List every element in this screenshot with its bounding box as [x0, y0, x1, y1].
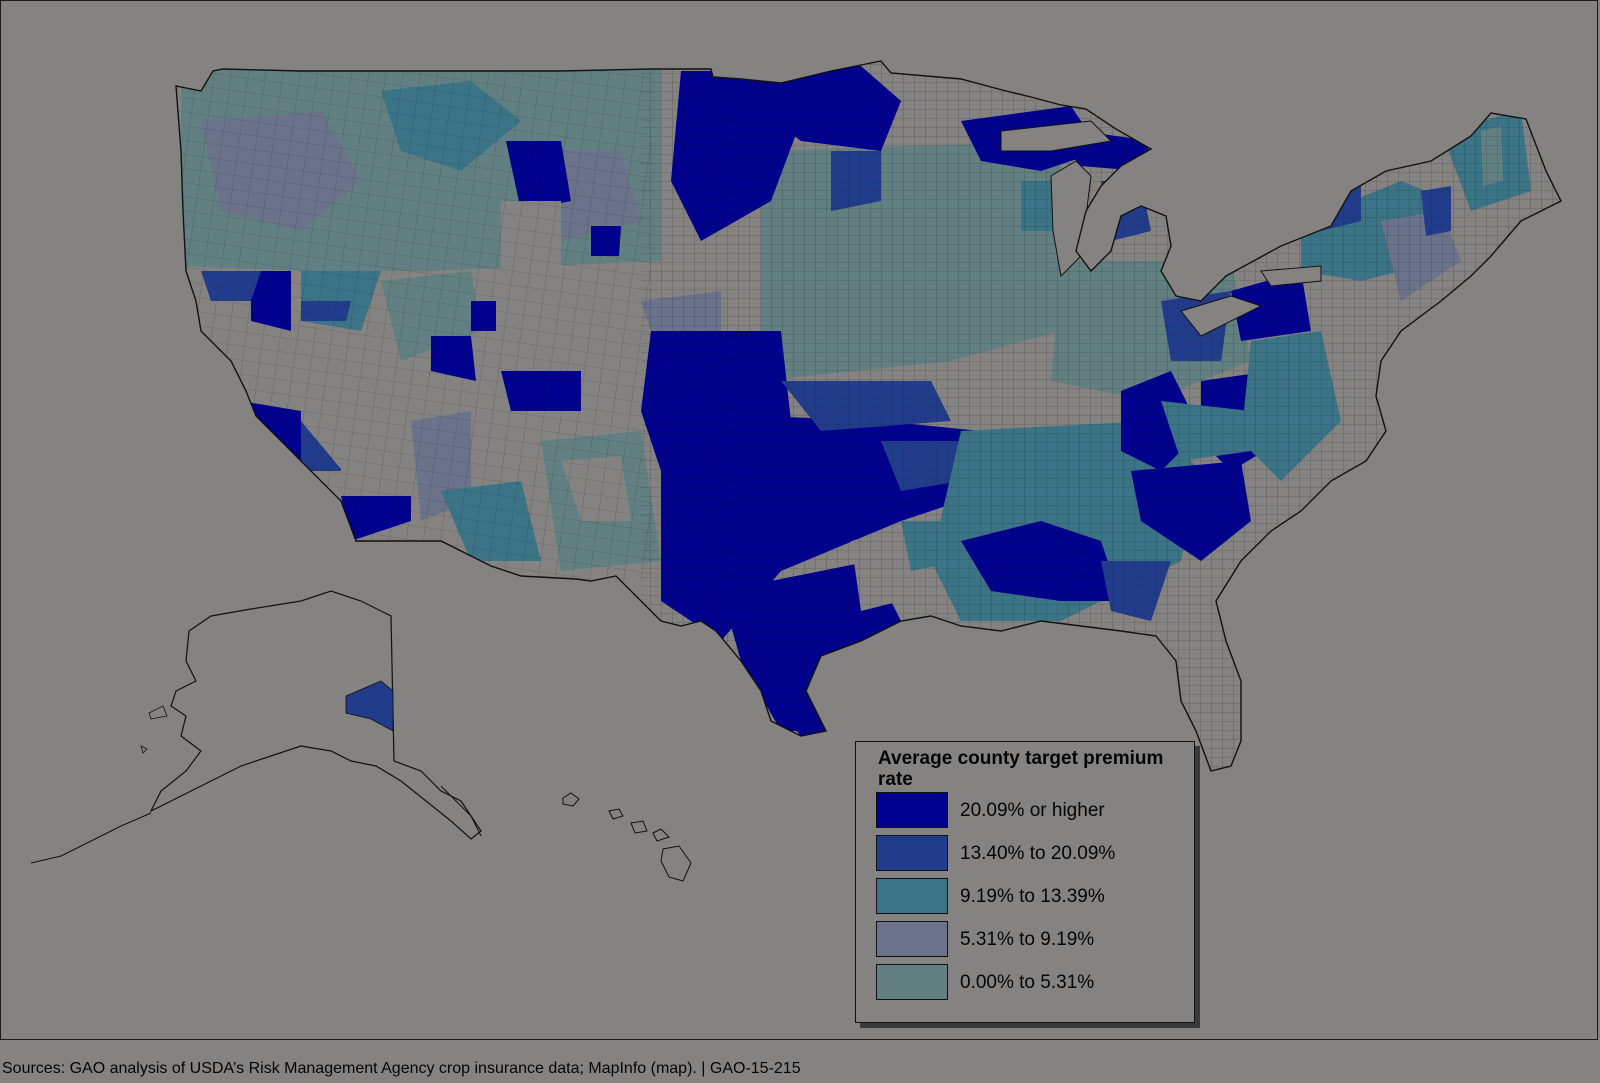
great-lake: [1260, 265, 1322, 287]
legend-swatch: [876, 878, 948, 914]
hawaii: [562, 792, 692, 882]
legend-label: 9.19% to 13.39%: [960, 886, 1105, 907]
legend-label: 20.09% or higher: [960, 800, 1105, 821]
legend-label: 5.31% to 9.19%: [960, 929, 1095, 950]
county-premium-rate-map: [30, 60, 1562, 882]
county-boundaries: [641, 61, 1561, 771]
legend-swatch: [876, 835, 948, 871]
map-frame: Average county target premium rate 20.09…: [0, 0, 1598, 1040]
great-lake: [1000, 120, 1113, 152]
great-lake: [1170, 225, 1212, 277]
legend-item: 20.09% or higher: [876, 792, 1186, 830]
legend-swatch: [876, 792, 948, 828]
legend-swatch: [876, 964, 948, 1000]
source-note: Sources: GAO analysis of USDA’s Risk Man…: [2, 1060, 801, 1077]
legend-item: 0.00% to 5.31%: [876, 964, 1186, 1002]
legend-item: 13.40% to 20.09%: [876, 835, 1186, 873]
legend-swatch: [876, 921, 948, 957]
legend-label: 13.40% to 20.09%: [960, 843, 1116, 864]
great-lake: [1180, 295, 1263, 337]
legend: Average county target premium rate 20.09…: [855, 741, 1195, 1023]
legend-title: Average county target premium rate: [878, 748, 1164, 790]
legend-item: 5.31% to 9.19%: [876, 921, 1186, 959]
alaska: [30, 590, 482, 864]
legend-item: 9.19% to 13.39%: [876, 878, 1186, 916]
county-boundaries: [176, 61, 651, 581]
legend-label: 0.00% to 5.31%: [960, 972, 1095, 993]
